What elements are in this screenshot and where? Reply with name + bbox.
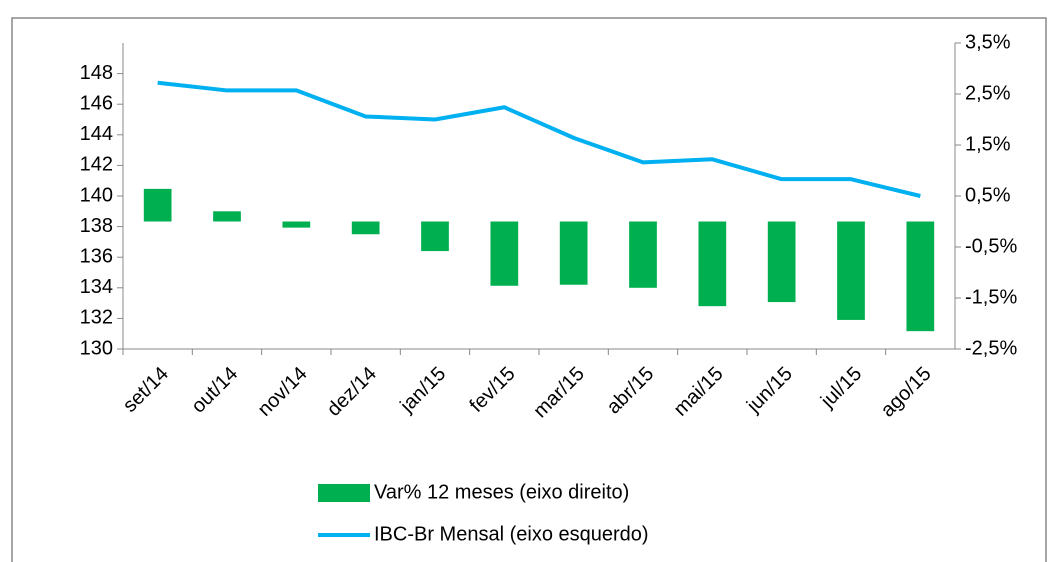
- y-tick-label: 146: [80, 92, 113, 114]
- legend-swatch: [318, 484, 370, 502]
- x-tick-label: fev/15: [466, 363, 520, 417]
- y2-tick-label: -1,5%: [965, 286, 1017, 308]
- x-tick-label: set/14: [119, 363, 173, 417]
- y2-tick-label: 2,5%: [965, 82, 1011, 104]
- bar: [213, 211, 241, 222]
- legend-label: IBC-Br Mensal (eixo esquerdo): [374, 523, 649, 545]
- x-tick-label: dez/14: [323, 363, 381, 421]
- legend-label: Var% 12 meses (eixo direito): [374, 481, 629, 503]
- bar: [559, 221, 588, 285]
- y2-tick-label: -0,5%: [965, 235, 1017, 257]
- y-tick-label: 140: [80, 184, 113, 206]
- bar: [282, 221, 311, 228]
- bar: [837, 221, 865, 320]
- line: [157, 80, 921, 198]
- bar: [351, 221, 380, 235]
- x-tick-label: ago/15: [877, 363, 936, 422]
- bar: [421, 221, 449, 252]
- y2-tick-label: 1,5%: [965, 133, 1011, 155]
- x-tick-label: nov/14: [254, 363, 312, 421]
- bar: [629, 221, 657, 288]
- x-tick-label: mai/15: [670, 363, 728, 421]
- y-tick-label: 148: [80, 62, 113, 84]
- y2-tick-label: 3,5%: [965, 31, 1011, 53]
- chart-frame: [11, 17, 1047, 562]
- y-tick-label: 132: [80, 307, 113, 329]
- x-tick-label: jun/15: [742, 363, 797, 418]
- y-tick-label: 130: [80, 337, 113, 359]
- x-tick-label: out/14: [187, 363, 242, 418]
- y-tick-label: 142: [80, 154, 113, 176]
- x-tick-label: jul/15: [816, 363, 866, 413]
- y-tick-label: 134: [80, 276, 113, 298]
- y2-tick-label: -2,5%: [965, 337, 1017, 359]
- bar: [143, 188, 172, 222]
- bar: [698, 221, 727, 307]
- bar: [906, 221, 935, 332]
- bar: [490, 221, 519, 286]
- x-tick-label: abr/15: [603, 363, 659, 419]
- y2-tick-label: 0,5%: [965, 184, 1011, 206]
- y-tick-label: 144: [80, 123, 113, 145]
- x-tick-label: jan/15: [395, 363, 450, 418]
- bar: [767, 221, 796, 303]
- x-tick-label: mar/15: [529, 363, 589, 423]
- y-tick-label: 138: [80, 215, 113, 237]
- y-tick-label: 136: [80, 245, 113, 267]
